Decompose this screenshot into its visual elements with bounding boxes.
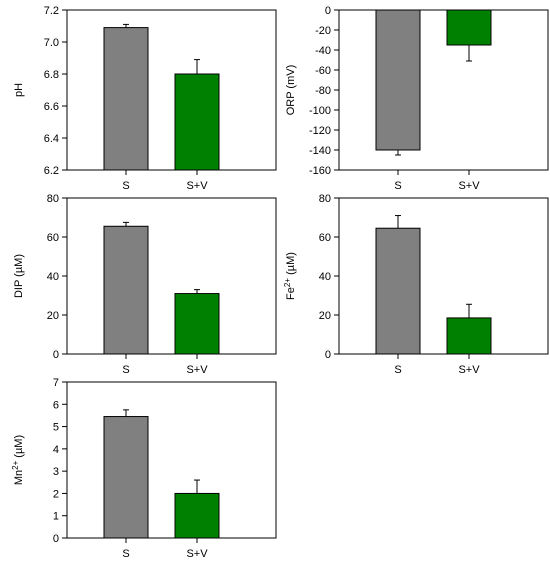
y-tick-label: 40 bbox=[319, 271, 331, 283]
y-axis-title: pH bbox=[13, 83, 25, 97]
category-label: S bbox=[394, 180, 401, 192]
y-tick-label: -20 bbox=[315, 25, 331, 37]
y-tick-label: 80 bbox=[47, 193, 59, 205]
y-tick-label: 0 bbox=[325, 5, 331, 17]
y-tick-label: 80 bbox=[319, 193, 331, 205]
y-tick-label: -80 bbox=[315, 85, 331, 97]
y-tick-label: 0 bbox=[325, 349, 331, 361]
y-tick-label: 7 bbox=[53, 377, 59, 389]
chart-panel-5: 0 1 2 3 4 5 6 7 S S+V Mn2+ (µM) bbox=[11, 377, 277, 560]
y-tick-label: -100 bbox=[309, 105, 331, 117]
bar-S+V bbox=[174, 73, 220, 171]
bar-S bbox=[103, 416, 149, 539]
y-tick-label: 60 bbox=[47, 232, 59, 244]
y-tick-label: -140 bbox=[309, 145, 331, 157]
y-tick-label: 40 bbox=[47, 271, 59, 283]
y-tick-label: 6.6 bbox=[44, 101, 59, 113]
bar-S+V bbox=[174, 492, 220, 539]
y-tick-label: 6.4 bbox=[44, 133, 59, 145]
y-axis-title: ORP (mV) bbox=[285, 65, 297, 116]
chart-panel-2: -160 -140 -120 -100 -80 -60 -40 -20 0 S S+V ORP (mV… bbox=[285, 5, 549, 192]
category-label: S+V bbox=[458, 180, 480, 192]
y-tick-label: 6.8 bbox=[44, 69, 59, 81]
y-tick-label: -160 bbox=[309, 165, 331, 177]
y-tick-label: 0 bbox=[53, 349, 59, 361]
bar-S bbox=[103, 225, 149, 355]
category-label: S bbox=[122, 180, 129, 192]
chart-panel-3: 0 20 40 60 80 S S+V DIP (µM) bbox=[13, 193, 277, 376]
plot-frame bbox=[66, 381, 277, 539]
category-label: S+V bbox=[186, 180, 208, 192]
y-tick-label: 6 bbox=[53, 399, 59, 411]
plot-frame bbox=[338, 197, 549, 355]
y-tick-label: 0 bbox=[53, 533, 59, 545]
plot-frame bbox=[66, 9, 277, 171]
y-tick-label: -60 bbox=[315, 65, 331, 77]
y-tick-label: 1 bbox=[53, 511, 59, 523]
category-label: S+V bbox=[186, 364, 208, 376]
category-label: S bbox=[394, 364, 401, 376]
chart-panel-1: 6.2 6.4 6.6 6.8 7.0 7.2 S S+V pH bbox=[13, 5, 277, 192]
y-axis-title: DIP (µM) bbox=[13, 254, 25, 298]
y-tick-label: 60 bbox=[319, 232, 331, 244]
y-tick-label: 2 bbox=[53, 488, 59, 500]
y-tick-label: 6.2 bbox=[44, 165, 59, 177]
y-tick-label: -120 bbox=[309, 125, 331, 137]
bar-S bbox=[375, 227, 421, 355]
chart-panel-4: 0 20 40 60 80 S S+V Fe2+ (µM) bbox=[283, 193, 549, 376]
y-tick-label: -40 bbox=[315, 45, 331, 57]
y-tick-label: 4 bbox=[53, 444, 59, 456]
bar-S bbox=[375, 9, 421, 151]
category-label: S+V bbox=[458, 364, 480, 376]
bar-S+V bbox=[446, 317, 492, 355]
y-tick-label: 20 bbox=[319, 310, 331, 322]
y-tick-label: 3 bbox=[53, 466, 59, 478]
y-axis-title: Fe2+ (µM) bbox=[283, 252, 297, 300]
y-tick-label: 20 bbox=[47, 310, 59, 322]
bar-S+V bbox=[446, 9, 492, 46]
category-label: S bbox=[122, 364, 129, 376]
plot-frame bbox=[338, 9, 549, 171]
bar-S+V bbox=[174, 293, 220, 355]
category-label: S bbox=[122, 548, 129, 560]
bar-S bbox=[103, 27, 149, 171]
y-tick-label: 7.0 bbox=[44, 37, 59, 49]
y-axis-title: Mn2+ (µM) bbox=[11, 435, 25, 485]
y-tick-label: 5 bbox=[53, 422, 59, 434]
plot-frame bbox=[66, 197, 277, 355]
category-label: S+V bbox=[186, 548, 208, 560]
y-tick-label: 7.2 bbox=[44, 5, 59, 17]
